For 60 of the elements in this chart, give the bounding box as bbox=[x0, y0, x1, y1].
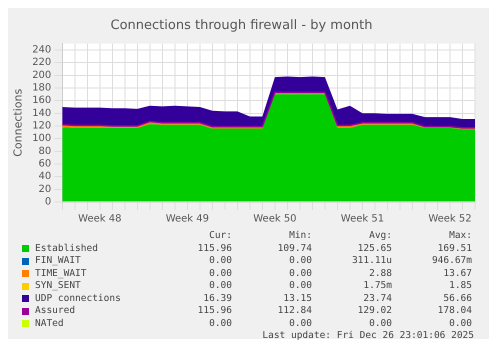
x-tick-label: Week 48 bbox=[78, 214, 122, 225]
text: 129.02 bbox=[356, 305, 392, 318]
text: Avg: bbox=[368, 230, 392, 242]
y-tick-label: 100 bbox=[32, 133, 52, 144]
text: 56.66 bbox=[442, 292, 472, 305]
text: 311.11u bbox=[350, 255, 392, 268]
chart-title: Connections through firewall - by month bbox=[110, 18, 372, 34]
x-tick-label: Week 51 bbox=[340, 214, 384, 225]
text: 0.00 bbox=[208, 268, 232, 280]
text: 0.00 bbox=[208, 318, 232, 330]
y-tick-label: 160 bbox=[32, 95, 52, 106]
text: 0.00 bbox=[288, 255, 312, 268]
y-tick-label: 60 bbox=[38, 158, 52, 170]
text: 0.00 bbox=[208, 255, 232, 268]
text: 109.74 bbox=[276, 242, 312, 255]
y-tick-label: 240 bbox=[32, 44, 52, 56]
text: 0.00 bbox=[448, 318, 472, 330]
x-tick-label: Week 52 bbox=[428, 214, 472, 225]
text: 125.65 bbox=[356, 242, 392, 255]
text: 115.96 bbox=[196, 305, 232, 318]
legend-label: NATed bbox=[34, 318, 65, 330]
text: 1.75m bbox=[362, 280, 392, 292]
text: 0.00 bbox=[288, 268, 312, 280]
legend-label: SYN_SENT bbox=[34, 280, 82, 292]
text: 0.00 bbox=[208, 280, 232, 292]
y-axis-title: Connections bbox=[11, 88, 24, 157]
text: 115.96 bbox=[196, 242, 232, 255]
legend-label: Assured bbox=[34, 305, 76, 318]
text: 112.84 bbox=[276, 305, 312, 318]
text: 16.39 bbox=[202, 292, 232, 305]
legend-label: FIN_WAIT bbox=[34, 255, 82, 268]
text: 13.15 bbox=[282, 292, 312, 305]
text: 1.85 bbox=[448, 280, 472, 292]
legend-label: TIME_WAIT bbox=[34, 268, 88, 280]
x-tick-label: Week 49 bbox=[166, 214, 210, 225]
y-tick-label: 140 bbox=[32, 108, 52, 119]
text: Min: bbox=[288, 230, 312, 242]
text: Last update: Fri Dec 26 23:01:06 2025 bbox=[261, 330, 474, 342]
text: 946.67m bbox=[430, 255, 472, 268]
text: 0.00 bbox=[368, 318, 392, 330]
y-tick-label: 80 bbox=[38, 146, 52, 157]
x-tick-label: Week 50 bbox=[253, 214, 297, 225]
legend-label: Established bbox=[34, 242, 99, 255]
text: 13.67 bbox=[442, 268, 472, 280]
text: Max: bbox=[448, 230, 472, 242]
text: 23.74 bbox=[362, 292, 392, 305]
text: 0.00 bbox=[288, 280, 312, 292]
text: 169.51 bbox=[436, 242, 472, 255]
text: 0.00 bbox=[288, 318, 312, 330]
text: 178.04 bbox=[436, 305, 472, 318]
y-tick-label: 120 bbox=[32, 120, 52, 132]
text: Cur: bbox=[208, 230, 232, 242]
y-tick-label: 0 bbox=[44, 196, 52, 208]
text: 2.88 bbox=[368, 268, 392, 280]
legend-label: UDP connections bbox=[34, 292, 122, 305]
y-tick-label: 40 bbox=[38, 171, 52, 182]
y-tick-label: 220 bbox=[32, 57, 52, 68]
y-tick-label: 200 bbox=[32, 70, 52, 81]
y-tick-label: 20 bbox=[38, 184, 52, 195]
y-tick-label: 180 bbox=[32, 82, 52, 94]
